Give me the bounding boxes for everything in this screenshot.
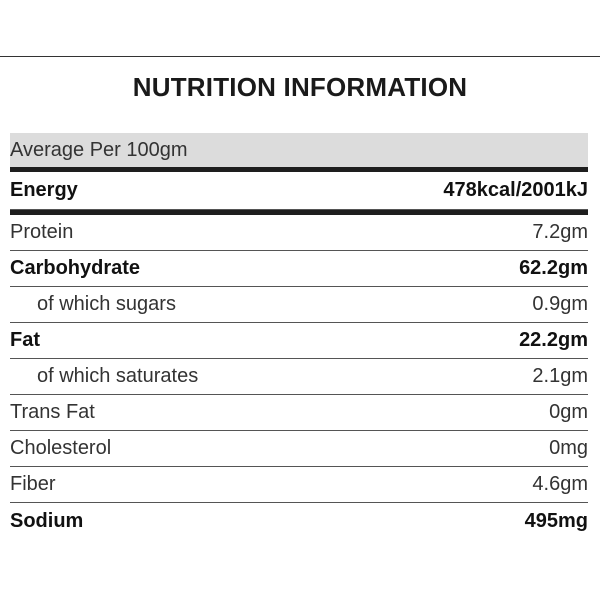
nutrient-value: 62.2gm xyxy=(519,257,588,279)
nutrient-label: Trans Fat xyxy=(10,401,95,423)
nutrient-label: Fiber xyxy=(10,473,56,495)
table-row-cholesterol: Cholesterol 0mg xyxy=(10,431,588,467)
table-row-fiber: Fiber 4.6gm xyxy=(10,467,588,503)
nutrient-label: Carbohydrate xyxy=(10,257,141,279)
nutrient-label: Sodium xyxy=(10,509,84,532)
nutrient-value: 0gm xyxy=(549,401,588,423)
nutrition-table: Average Per 100gm Energy 478kcal/2001kJ … xyxy=(10,133,588,539)
nutrient-value: 7.2gm xyxy=(532,221,588,243)
nutrient-value: 0mg xyxy=(549,437,588,459)
nutrient-value: 2.1gm xyxy=(532,365,588,387)
table-row-energy: Energy 478kcal/2001kJ xyxy=(10,172,588,210)
table-row-carbohydrate: Carbohydrate 62.2gm xyxy=(10,251,588,287)
nutrient-value: 0.9gm xyxy=(532,293,588,315)
table-row-sugars: of which sugars 0.9gm xyxy=(10,287,588,323)
nutrient-label: of which sugars xyxy=(37,293,176,315)
serving-basis-label: Average Per 100gm xyxy=(10,138,188,161)
top-divider xyxy=(0,56,600,57)
energy-divider xyxy=(10,210,588,215)
nutrient-value: 495mg xyxy=(524,509,588,532)
nutrient-label: Fat xyxy=(10,329,40,351)
nutrient-label: Energy xyxy=(10,179,78,201)
nutrient-value: 478kcal/2001kJ xyxy=(443,179,588,201)
table-header: Average Per 100gm xyxy=(10,133,588,167)
table-row-fat: Fat 22.2gm xyxy=(10,323,588,359)
header-divider xyxy=(10,167,588,172)
table-row-protein: Protein 7.2gm xyxy=(10,215,588,251)
table-row-sodium: Sodium 495mg xyxy=(10,503,588,539)
nutrient-value: 4.6gm xyxy=(532,473,588,495)
nutrient-label: Cholesterol xyxy=(10,437,112,459)
table-row-saturates: of which saturates 2.1gm xyxy=(10,359,588,395)
page-title: NUTRITION INFORMATION xyxy=(132,72,468,102)
nutrient-value: 22.2gm xyxy=(519,329,588,351)
nutrient-label: Protein xyxy=(10,221,74,243)
table-row-trans-fat: Trans Fat 0gm xyxy=(10,395,588,431)
nutrient-label: of which saturates xyxy=(37,365,199,387)
